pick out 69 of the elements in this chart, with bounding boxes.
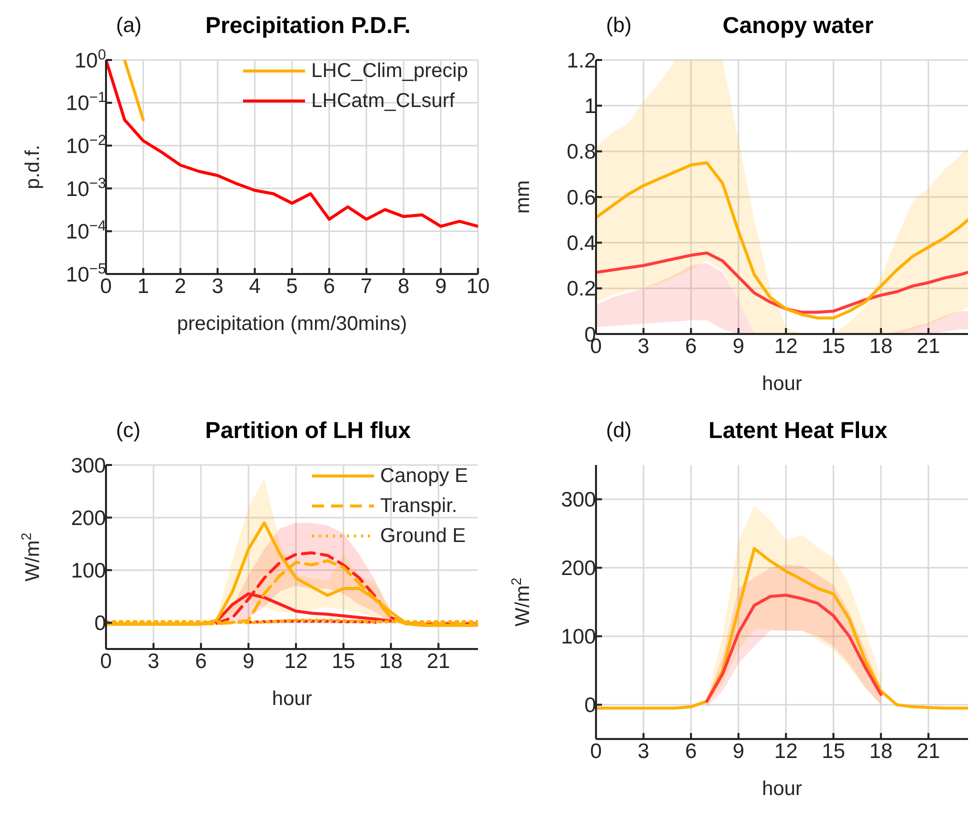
y-tick-label: 100 (560, 626, 596, 649)
x-tick-label: 10 (466, 274, 490, 298)
x-tick-label: 18 (379, 650, 403, 673)
x-tick-label: 21 (916, 334, 940, 358)
legend-label: LHCatm_CLsurf (311, 90, 455, 112)
text: (a) (116, 14, 142, 37)
x-tick-label: 9 (434, 274, 447, 298)
y-tick-label: 10$^{−4}$ (66, 218, 106, 244)
chart-title: Precipitation P.D.F. (205, 12, 411, 38)
x-tick-label: 12 (774, 740, 798, 763)
text: (d) (606, 419, 632, 442)
x-tick-label: 12 (284, 650, 308, 673)
text: (b) (606, 14, 632, 37)
x-tick-label: 9 (732, 334, 744, 358)
x-tick-label: 1 (137, 274, 150, 298)
y-tick-label: 10$^{−3}$ (66, 176, 106, 201)
x-tick-label: 8 (398, 274, 410, 298)
y-tick-label: 100 (70, 559, 106, 582)
x-tick-label: 21 (916, 740, 940, 763)
y-tick-label: 0.4 (566, 232, 596, 256)
y-tick-label: 0.8 (566, 140, 596, 164)
x-tick-label: 2 (174, 274, 186, 298)
chart-title: Partition of LH flux (205, 417, 411, 443)
legend-label: Canopy E (380, 464, 468, 488)
x-axis-title: hour (762, 778, 802, 800)
x-tick-label: 6 (323, 274, 336, 298)
x-tick-label: 15 (822, 740, 846, 763)
x-tick-label: 3 (148, 650, 160, 673)
y-tick-label: 300 (70, 454, 106, 478)
x-tick-label: 9 (242, 650, 254, 673)
chart-title: Canopy water (722, 12, 874, 38)
y-tick-label: 300 (560, 488, 596, 512)
x-tick-label: 18 (869, 740, 893, 763)
x-tick-label: 3 (638, 740, 650, 763)
y-tick-label: 10$^{−1}$ (66, 90, 106, 116)
x-tick-label: 18 (869, 334, 893, 358)
y-tick-label: 1.2 (566, 49, 596, 72)
text: (c) (116, 419, 140, 442)
x-axis-title: hour (762, 373, 802, 395)
x-axis-title: precipitation (mm/30mins) (176, 313, 408, 335)
x-tick-label: 6 (195, 650, 207, 673)
legend-label: LHC_Clim_precip (311, 60, 468, 82)
legend-label: Transpir. (380, 494, 458, 518)
y-axis-title: p.d.f. (22, 144, 44, 190)
x-tick-label: 5 (286, 274, 298, 298)
y-tick-label: 1 (584, 95, 596, 118)
y-tick-label: 10$^{0}$ (74, 47, 106, 72)
y-tick-label: 0 (94, 612, 106, 636)
y-tick-label: 0.2 (566, 278, 596, 301)
x-tick-label: 7 (360, 274, 372, 298)
x-tick-label: 6 (685, 740, 697, 763)
y-tick-label: 10$^{−2}$ (66, 132, 106, 158)
chart-title: Latent Heat Flux (708, 417, 888, 443)
x-axis-title: hour (272, 688, 312, 710)
x-tick-label: 4 (248, 274, 261, 298)
x-tick-label: 12 (774, 334, 798, 358)
x-tick-label: 3 (638, 334, 650, 358)
x-tick-label: 15 (332, 650, 356, 673)
x-tick-label: 15 (822, 334, 846, 358)
x-tick-label: 6 (685, 334, 697, 358)
y-axis-title: mm (512, 180, 534, 214)
y-tick-label: 0.6 (566, 186, 596, 210)
y-tick-label: 0 (584, 694, 596, 718)
x-tick-label: 21 (426, 650, 450, 673)
y-tick-label: 200 (560, 557, 596, 580)
legend-label: Ground E (380, 524, 466, 548)
x-tick-label: 3 (212, 274, 224, 298)
x-tick-label: 9 (732, 740, 744, 763)
y-tick-label: 200 (70, 506, 106, 530)
